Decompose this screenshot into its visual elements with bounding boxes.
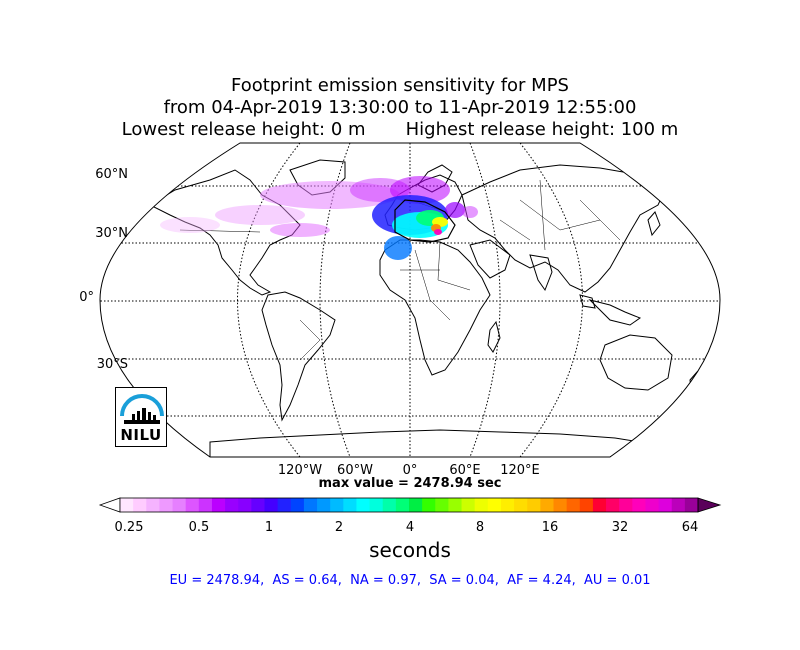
colorbar-segment	[330, 498, 344, 512]
colorbar-segment	[277, 498, 292, 512]
colorbar-segment	[146, 498, 160, 512]
colorbar-segment	[658, 498, 673, 512]
lat-label-0: 0°	[79, 290, 94, 305]
colorbar-segment	[395, 498, 410, 512]
title-line-3: Lowest release height: 0 m Highest relea…	[0, 119, 800, 141]
lon-label-120e: 120°E	[500, 463, 540, 478]
colorbar-segment	[448, 498, 463, 512]
colorbar-segment	[619, 498, 633, 512]
region-summary: EU = 2478.94, AS = 0.64, NA = 0.97, SA =…	[169, 573, 651, 588]
colorbar-tick-label: 0.25	[114, 520, 144, 535]
colorbar-segment	[632, 498, 646, 512]
colorbar-tick-label: 2	[334, 520, 344, 535]
colorbar-over-arrow	[697, 497, 722, 513]
lon-label-60e: 60°E	[449, 463, 481, 478]
colorbar-segment	[159, 498, 174, 512]
nilu-logo: NILU	[115, 387, 167, 447]
colorbar-segment	[500, 498, 515, 512]
colorbar-segment	[264, 498, 279, 512]
colorbar-segment	[409, 498, 423, 512]
lon-label-60w: 60°W	[337, 463, 373, 478]
max-value-label: max value = 2478.94 sec	[318, 476, 502, 491]
colorbar-segment	[422, 498, 436, 512]
colorbar-under-arrow	[98, 497, 121, 513]
colorbar-segment	[369, 498, 384, 512]
colorbar-segment	[540, 498, 554, 512]
lat-label-60n: 60°N	[95, 167, 128, 182]
colorbar-segment	[317, 498, 331, 512]
colorbar-units-label: seconds	[369, 538, 451, 562]
title-line-2: from 04-Apr-2019 13:30:00 to 11-Apr-2019…	[163, 97, 637, 118]
colorbar-tick-label: 8	[475, 520, 485, 535]
highest-release-height: Highest release height: 100 m	[405, 119, 679, 140]
lowest-release-height: Lowest release height: 0 m	[121, 119, 366, 140]
colorbar-segment	[579, 498, 594, 512]
colorbar	[98, 497, 722, 513]
colorbar-segment	[251, 498, 265, 512]
colorbar-segment	[527, 498, 541, 512]
lat-label-30s: 30°S	[96, 357, 128, 372]
country-borders	[179, 179, 621, 361]
colorbar-segment	[290, 498, 305, 512]
colorbar-segment	[185, 498, 200, 512]
colorbar-tick-label: 32	[611, 520, 629, 535]
colorbar-segment	[671, 498, 686, 512]
colorbar-segment	[566, 498, 581, 512]
colorbar-segment	[553, 498, 568, 512]
colorbar-tick-label: 1	[264, 520, 274, 535]
nilu-logo-text: NILU	[120, 426, 162, 444]
colorbar-segment	[172, 498, 187, 512]
colorbar-segment	[303, 498, 318, 512]
title-line-1: Footprint emission sensitivity for MPS	[231, 75, 569, 96]
lat-label-30n: 30°N	[95, 226, 128, 241]
nilu-logo-mark	[120, 394, 164, 424]
colorbar-segment	[198, 498, 213, 512]
colorbar-segment	[211, 498, 226, 512]
colorbar-segment	[120, 498, 134, 512]
colorbar-tick-label: 0.5	[188, 520, 210, 535]
colorbar-segment	[343, 498, 357, 512]
colorbar-segment	[461, 498, 476, 512]
colorbar-segment	[606, 498, 620, 512]
footprint-overlay	[160, 176, 478, 260]
colorbar-segment	[238, 498, 252, 512]
colorbar-tick-label: 16	[541, 520, 559, 535]
colorbar-segment	[225, 498, 239, 512]
lon-label-120w: 120°W	[277, 463, 323, 478]
footprint-contour	[394, 199, 456, 243]
colorbar-tick-label: 64	[681, 520, 699, 535]
colorbar-segment	[133, 498, 147, 512]
colorbar-tick-label: 4	[405, 520, 415, 535]
colorbar-segment	[356, 498, 371, 512]
colorbar-segment	[487, 498, 502, 512]
colorbar-segment	[645, 498, 660, 512]
colorbar-segment	[592, 498, 607, 512]
lon-label-0: 0°	[402, 463, 418, 478]
colorbar-segment	[474, 498, 489, 512]
colorbar-segment	[382, 498, 397, 512]
colorbar-frame	[119, 497, 699, 513]
colorbar-segment	[684, 498, 699, 512]
colorbar-segment	[514, 498, 528, 512]
colorbar-segment	[435, 498, 449, 512]
